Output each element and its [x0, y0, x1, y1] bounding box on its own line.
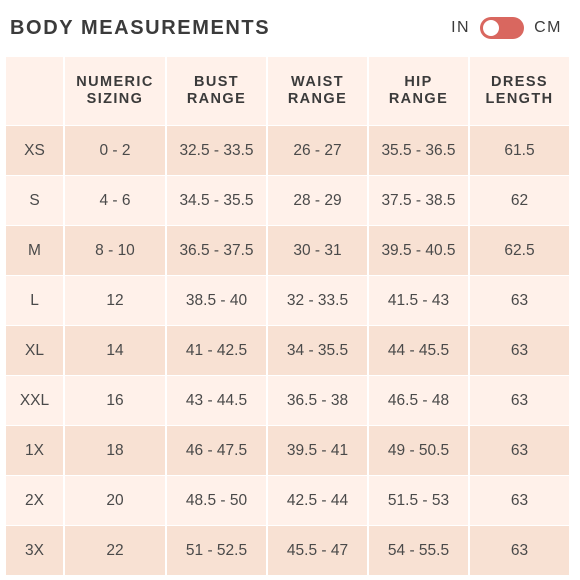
- table-cell-bust-range: 43 - 44.5: [167, 376, 266, 425]
- table-cell-hip-range: 39.5 - 40.5: [369, 226, 468, 275]
- table-cell-waist-range: 36.5 - 38: [268, 376, 367, 425]
- header-numeric-sizing: NUMERIC SIZING: [65, 57, 165, 125]
- table-cell-bust-range: 34.5 - 35.5: [167, 176, 266, 225]
- table-cell-hip-range: 44 - 45.5: [369, 326, 468, 375]
- unit-toggle: IN CM: [451, 17, 562, 39]
- unit-label-cm[interactable]: CM: [534, 19, 562, 36]
- unit-switch[interactable]: [480, 17, 525, 39]
- header-waist-range: WAIST RANGE: [268, 57, 367, 125]
- table-cell-bust-range: 51 - 52.5: [167, 526, 266, 575]
- size-chart-table: NUMERIC SIZING BUST RANGE WAIST RANGE HIP R…: [6, 57, 569, 575]
- table-cell-bust-range: 36.5 - 37.5: [167, 226, 266, 275]
- table-cell-numeric-sizing: 12: [65, 276, 165, 325]
- table-cell-numeric-sizing: 8 - 10: [65, 226, 165, 275]
- header-dress-length: DRESS LENGTH: [470, 57, 569, 125]
- table-cell-waist-range: 42.5 - 44: [268, 476, 367, 525]
- table-cell-numeric-sizing: 14: [65, 326, 165, 375]
- table-cell-hip-range: 41.5 - 43: [369, 276, 468, 325]
- table-cell-hip-range: 49 - 50.5: [369, 426, 468, 475]
- table-cell-hip-range: 37.5 - 38.5: [369, 176, 468, 225]
- table-cell-size-label: 2X: [6, 476, 63, 525]
- table-cell-size-label: S: [6, 176, 63, 225]
- header-corner: [6, 57, 63, 125]
- header: BODY MEASUREMENTS IN CM: [10, 14, 562, 42]
- table-cell-waist-range: 26 - 27: [268, 126, 367, 175]
- table-cell-hip-range: 51.5 - 53: [369, 476, 468, 525]
- table-cell-size-label: XS: [6, 126, 63, 175]
- table-cell-dress-length: 62.5: [470, 226, 569, 275]
- switch-knob: [483, 20, 500, 36]
- table-cell-dress-length: 63: [470, 476, 569, 525]
- table-cell-size-label: L: [6, 276, 63, 325]
- table-cell-size-label: 3X: [6, 526, 63, 575]
- table-cell-numeric-sizing: 20: [65, 476, 165, 525]
- table-cell-hip-range: 46.5 - 48: [369, 376, 468, 425]
- table-cell-dress-length: 63: [470, 526, 569, 575]
- table-cell-bust-range: 32.5 - 33.5: [167, 126, 266, 175]
- table-cell-waist-range: 34 - 35.5: [268, 326, 367, 375]
- table-cell-numeric-sizing: 0 - 2: [65, 126, 165, 175]
- table-cell-waist-range: 28 - 29: [268, 176, 367, 225]
- header-hip-range: HIP RANGE: [369, 57, 468, 125]
- table-cell-bust-range: 48.5 - 50: [167, 476, 266, 525]
- table-cell-waist-range: 32 - 33.5: [268, 276, 367, 325]
- table-cell-dress-length: 63: [470, 426, 569, 475]
- table-cell-dress-length: 61.5: [470, 126, 569, 175]
- table-cell-dress-length: 63: [470, 276, 569, 325]
- table-cell-size-label: M: [6, 226, 63, 275]
- table-cell-waist-range: 39.5 - 41: [268, 426, 367, 475]
- table-cell-size-label: 1X: [6, 426, 63, 475]
- table-cell-waist-range: 45.5 - 47: [268, 526, 367, 575]
- table-cell-bust-range: 46 - 47.5: [167, 426, 266, 475]
- unit-label-in[interactable]: IN: [451, 19, 471, 36]
- table-cell-dress-length: 62: [470, 176, 569, 225]
- table-cell-numeric-sizing: 18: [65, 426, 165, 475]
- page-title: BODY MEASUREMENTS: [10, 16, 271, 39]
- table-cell-hip-range: 54 - 55.5: [369, 526, 468, 575]
- table-cell-numeric-sizing: 22: [65, 526, 165, 575]
- table-cell-waist-range: 30 - 31: [268, 226, 367, 275]
- table-cell-size-label: XL: [6, 326, 63, 375]
- table-cell-hip-range: 35.5 - 36.5: [369, 126, 468, 175]
- table-cell-dress-length: 63: [470, 326, 569, 375]
- table-cell-numeric-sizing: 16: [65, 376, 165, 425]
- table-cell-numeric-sizing: 4 - 6: [65, 176, 165, 225]
- table-cell-dress-length: 63: [470, 376, 569, 425]
- table-cell-bust-range: 38.5 - 40: [167, 276, 266, 325]
- header-bust-range: BUST RANGE: [167, 57, 266, 125]
- table-cell-bust-range: 41 - 42.5: [167, 326, 266, 375]
- table-cell-size-label: XXL: [6, 376, 63, 425]
